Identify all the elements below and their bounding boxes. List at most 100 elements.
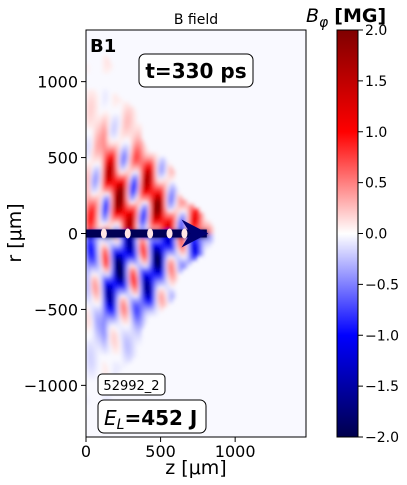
field-cell bbox=[114, 217, 118, 222]
field-cell bbox=[88, 251, 92, 256]
field-cell bbox=[140, 174, 144, 180]
field-cell bbox=[102, 191, 106, 197]
field-cell bbox=[119, 208, 123, 214]
field-cell bbox=[102, 336, 106, 342]
field-cell bbox=[112, 132, 116, 137]
field-cell bbox=[105, 225, 109, 231]
field-cell bbox=[109, 340, 113, 346]
field-cell bbox=[105, 395, 109, 401]
field-cell bbox=[126, 132, 130, 137]
field-cell bbox=[183, 225, 187, 231]
field-cell bbox=[136, 217, 140, 222]
field-cell bbox=[167, 212, 171, 218]
field-cell bbox=[128, 314, 132, 320]
field-cell bbox=[119, 225, 123, 231]
y-axis-label: r [μm] bbox=[4, 203, 26, 262]
field-cell bbox=[112, 285, 116, 290]
field-cell bbox=[114, 302, 118, 307]
field-cell bbox=[90, 374, 94, 380]
field-cell bbox=[167, 204, 171, 210]
field-cell bbox=[143, 221, 147, 227]
field-cell bbox=[112, 204, 116, 210]
field-cell bbox=[117, 157, 121, 163]
field-cell bbox=[114, 361, 118, 367]
field-cell bbox=[105, 187, 109, 193]
field-cell bbox=[148, 259, 152, 265]
field-cell bbox=[93, 153, 97, 159]
field-cell bbox=[126, 242, 130, 248]
field-cell bbox=[157, 280, 161, 286]
field-cell bbox=[119, 178, 123, 184]
field-cell bbox=[117, 361, 121, 367]
field-cell bbox=[126, 272, 130, 278]
field-cell bbox=[138, 136, 142, 142]
field-cell bbox=[157, 161, 161, 167]
field-cell bbox=[171, 268, 175, 273]
field-cell bbox=[155, 208, 159, 214]
field-cell bbox=[86, 170, 89, 176]
field-cell bbox=[102, 89, 106, 95]
field-cell bbox=[105, 144, 109, 150]
field-cell bbox=[112, 361, 116, 367]
field-cell bbox=[159, 259, 163, 265]
field-cell bbox=[102, 225, 106, 231]
field-cell bbox=[207, 242, 211, 248]
field-cell bbox=[124, 102, 128, 108]
field-cell bbox=[145, 280, 149, 286]
field-cell bbox=[150, 195, 154, 201]
field-cell bbox=[157, 204, 161, 210]
field-cell bbox=[105, 251, 109, 256]
field-cell bbox=[150, 259, 154, 265]
field-cell bbox=[124, 144, 128, 150]
shot-label: 52992_2 bbox=[103, 379, 159, 394]
field-cell bbox=[117, 170, 121, 176]
field-cell bbox=[138, 200, 142, 205]
field-cell bbox=[86, 280, 89, 286]
field-cell bbox=[174, 246, 178, 252]
field-cell bbox=[181, 251, 185, 256]
field-cell bbox=[90, 174, 94, 180]
field-cell bbox=[191, 217, 194, 222]
field-cell bbox=[119, 285, 123, 290]
field-cell bbox=[162, 166, 166, 171]
field-cell bbox=[90, 119, 94, 125]
field-cell bbox=[117, 183, 121, 188]
field-cell bbox=[131, 276, 135, 282]
field-cell bbox=[171, 217, 175, 222]
field-cell bbox=[164, 187, 168, 193]
axis-node bbox=[100, 228, 107, 239]
field-cell bbox=[100, 306, 104, 312]
field-cell bbox=[143, 310, 147, 316]
field-cell bbox=[148, 280, 152, 286]
field-cell bbox=[155, 289, 159, 295]
field-cell bbox=[114, 289, 118, 295]
field-cell bbox=[107, 306, 111, 312]
field-cell bbox=[97, 289, 101, 295]
colorbar-tick-label: 1.0 bbox=[365, 125, 387, 141]
field-cell bbox=[102, 314, 106, 320]
field-cell bbox=[107, 221, 111, 227]
field-cell bbox=[88, 340, 92, 346]
field-cell bbox=[121, 340, 125, 346]
field-cell bbox=[191, 251, 194, 256]
field-cell bbox=[124, 340, 128, 346]
field-cell bbox=[95, 110, 99, 116]
field-cell bbox=[143, 195, 147, 201]
field-cell bbox=[102, 98, 106, 103]
field-cell bbox=[112, 166, 116, 171]
field-cell bbox=[90, 161, 94, 167]
field-cell bbox=[88, 102, 92, 108]
field-cell bbox=[107, 59, 111, 65]
field-cell bbox=[107, 178, 111, 184]
field-cell bbox=[143, 255, 147, 261]
field-cell bbox=[93, 370, 97, 376]
field-cell bbox=[131, 272, 135, 278]
field-cell bbox=[114, 297, 118, 303]
field-cell bbox=[100, 323, 104, 329]
field-cell bbox=[95, 212, 99, 218]
field-cell bbox=[183, 263, 187, 269]
field-cell bbox=[145, 161, 149, 167]
field-cell bbox=[90, 106, 94, 112]
field-cell bbox=[171, 246, 175, 252]
y-tick-label: −1000 bbox=[24, 376, 78, 395]
